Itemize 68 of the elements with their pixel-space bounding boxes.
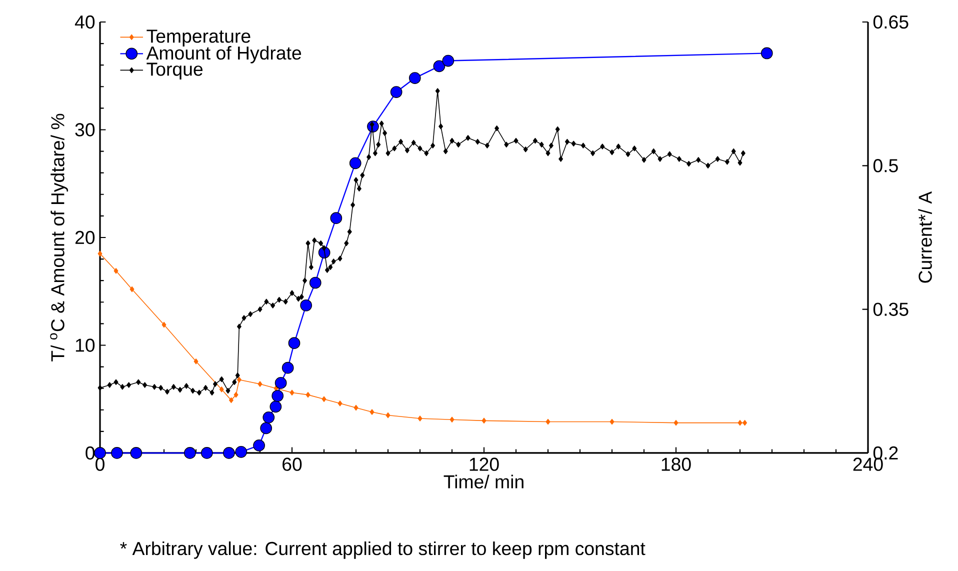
point <box>258 381 262 387</box>
x-axis-title: Time/ min <box>444 474 524 488</box>
y-tick-label: 0 <box>86 446 95 460</box>
y2-tick-label: 0.65 <box>873 15 908 29</box>
y2-tick-label: 0.5 <box>873 159 898 172</box>
point <box>370 409 374 415</box>
point <box>450 416 454 422</box>
y2-tick-label: 0.35 <box>873 302 908 316</box>
point <box>98 250 102 257</box>
y-tick-label: 40 <box>74 15 95 29</box>
point <box>200 447 213 459</box>
point <box>742 420 748 426</box>
point <box>260 422 272 434</box>
point <box>236 376 242 383</box>
point <box>262 411 275 424</box>
point <box>322 396 326 402</box>
legend-label: Amount of Hydrate <box>146 46 302 64</box>
x-tick-label: 60 <box>282 458 302 471</box>
point <box>386 412 390 418</box>
y2-axis-title: Current*/ A <box>918 191 932 283</box>
point <box>228 397 234 404</box>
point <box>390 86 402 98</box>
point <box>760 47 773 60</box>
point <box>354 404 358 411</box>
point <box>219 386 224 392</box>
point <box>610 418 614 425</box>
legend-label: Temperature <box>146 30 250 46</box>
point <box>272 390 284 402</box>
y-tick-label: 10 <box>76 338 95 352</box>
point <box>282 362 294 374</box>
legend-label: Torque <box>146 62 203 80</box>
point <box>111 447 123 459</box>
point <box>433 60 446 72</box>
point <box>306 392 310 398</box>
point <box>408 72 421 84</box>
point <box>482 418 486 424</box>
point <box>130 447 142 459</box>
point <box>130 286 134 292</box>
point <box>442 54 454 67</box>
point <box>235 446 248 458</box>
point <box>349 157 362 170</box>
point <box>114 268 118 274</box>
x-tick-label: 120 <box>470 458 499 471</box>
point <box>223 447 235 459</box>
x-tick-label: 240 <box>853 458 883 471</box>
point <box>274 377 287 389</box>
point <box>234 392 238 398</box>
point <box>270 400 282 413</box>
point <box>194 358 198 364</box>
point <box>162 322 166 328</box>
point <box>288 337 300 350</box>
point <box>300 299 312 312</box>
point <box>338 400 342 406</box>
point <box>253 440 265 452</box>
point <box>546 418 550 425</box>
y-tick-label: 20 <box>75 230 95 244</box>
point <box>330 212 342 224</box>
y2-tick-label: 0.2 <box>873 446 898 460</box>
point <box>738 420 742 426</box>
x-tick-label: 180 <box>662 458 691 471</box>
point <box>184 447 196 459</box>
point <box>309 276 322 289</box>
y-tick-label: 30 <box>75 123 95 136</box>
text: * Arbitrary value: Current applied to stirrer to keep rpm constant <box>120 541 646 559</box>
point <box>674 420 678 426</box>
point <box>418 416 422 422</box>
y-axis-title: T/ $^{o}$C & Amount of Hydtare/ % <box>50 114 68 362</box>
point <box>290 390 294 396</box>
